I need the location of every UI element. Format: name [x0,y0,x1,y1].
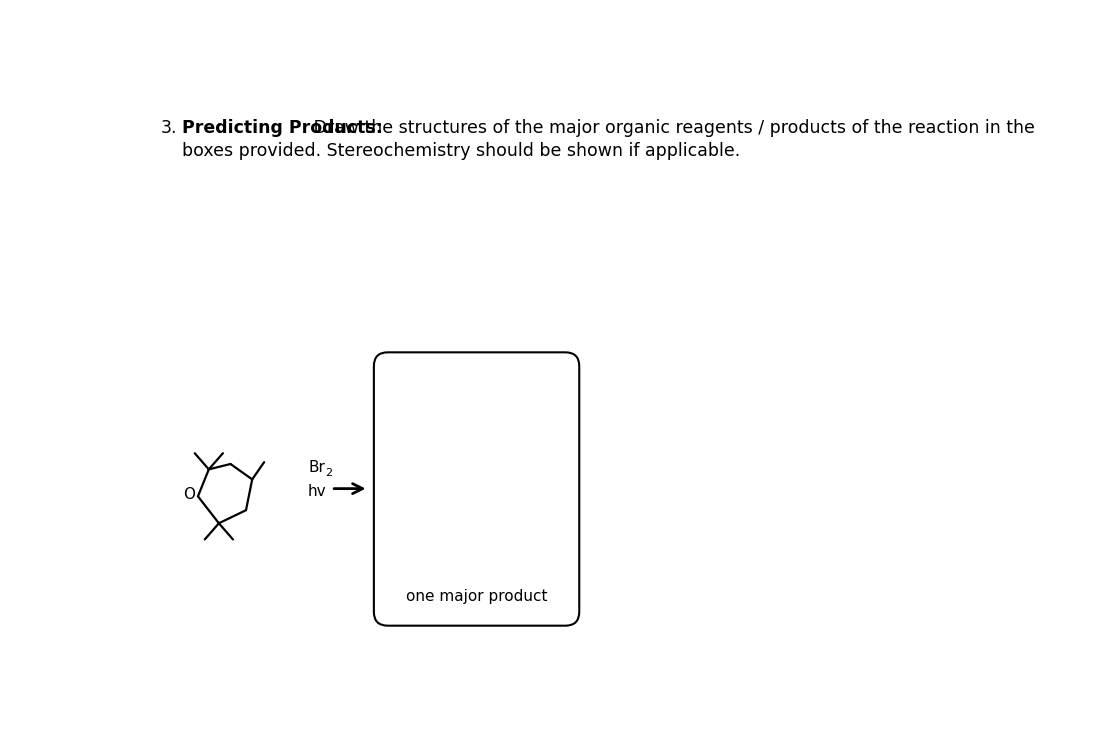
Text: 2: 2 [326,468,332,477]
Text: O: O [183,486,195,501]
Text: boxes provided. Stereochemistry should be shown if applicable.: boxes provided. Stereochemistry should b… [183,142,740,160]
Text: Br: Br [308,460,324,475]
Text: hv: hv [308,484,327,500]
Text: 3.: 3. [161,119,177,137]
FancyBboxPatch shape [374,352,580,625]
Text: Draw the structures of the major organic reagents / products of the reaction in : Draw the structures of the major organic… [308,119,1035,137]
Text: one major product: one major product [406,589,548,604]
Text: Predicting Products:: Predicting Products: [183,119,383,137]
